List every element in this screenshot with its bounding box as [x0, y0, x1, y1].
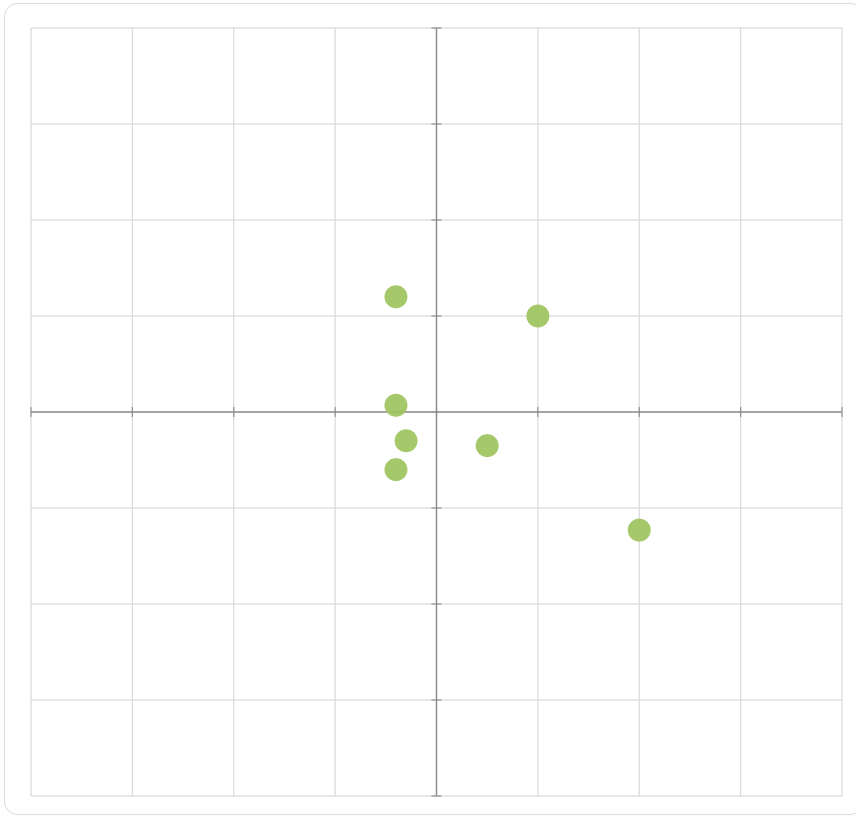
data-point: [384, 458, 408, 482]
data-point: [526, 304, 550, 328]
data-point: [475, 434, 499, 458]
data-point: [627, 518, 651, 542]
data-point: [384, 285, 408, 309]
data-points: [384, 285, 651, 542]
chart-card: [4, 3, 856, 815]
axis-ticks: [30, 27, 843, 797]
data-point: [394, 429, 418, 453]
data-point: [384, 393, 408, 417]
